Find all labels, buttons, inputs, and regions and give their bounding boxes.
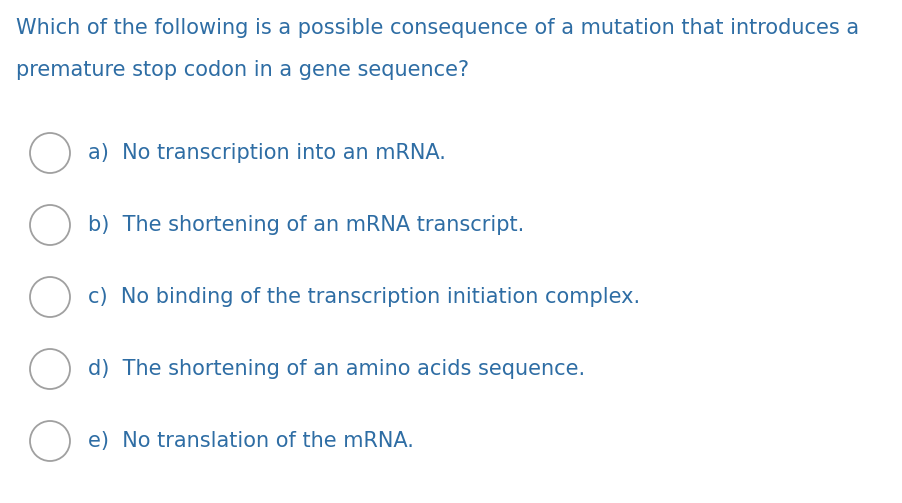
Text: e)  No translation of the mRNA.: e) No translation of the mRNA. [88,431,414,451]
Text: a)  No transcription into an mRNA.: a) No transcription into an mRNA. [88,143,446,163]
Text: premature stop codon in a gene sequence?: premature stop codon in a gene sequence? [16,60,469,80]
Text: c)  No binding of the transcription initiation complex.: c) No binding of the transcription initi… [88,287,640,307]
Text: Which of the following is a possible consequence of a mutation that introduces a: Which of the following is a possible con… [16,18,859,38]
Text: b)  The shortening of an mRNA transcript.: b) The shortening of an mRNA transcript. [88,215,524,235]
Text: d)  The shortening of an amino acids sequence.: d) The shortening of an amino acids sequ… [88,359,585,379]
